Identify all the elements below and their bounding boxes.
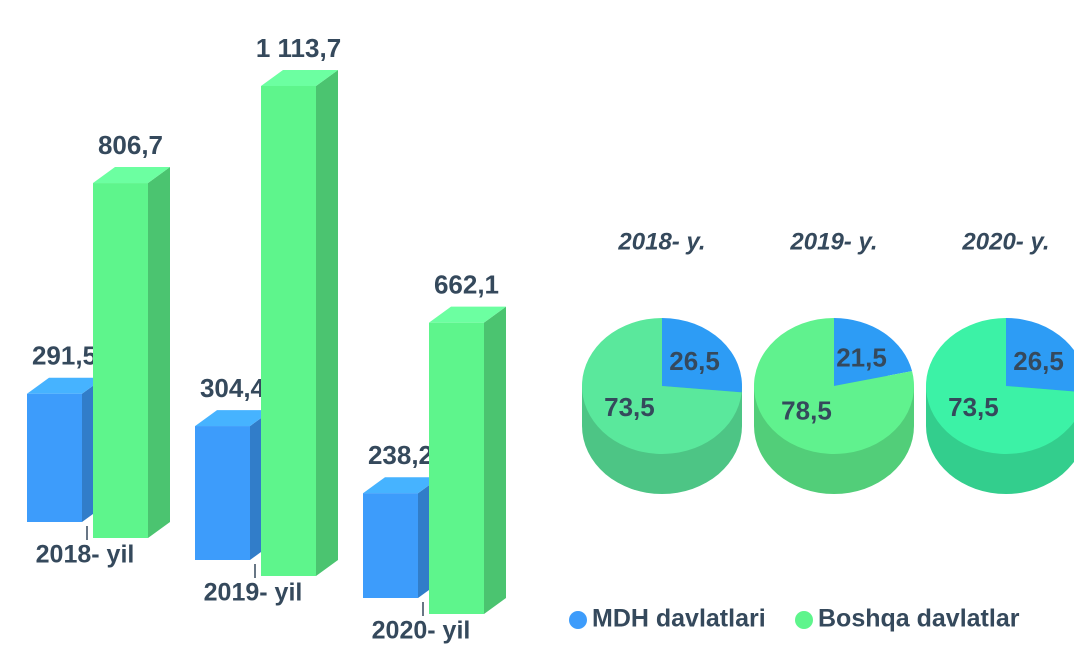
pie-value-label: 26,5 (669, 346, 720, 376)
x-tick-label: 2018- yil (36, 541, 135, 569)
pie-slice (662, 318, 742, 393)
pie-slice (925, 318, 1074, 454)
bar-side (484, 306, 506, 614)
pie-value-label: 73,5 (948, 392, 999, 422)
bar (93, 167, 170, 538)
bar (261, 69, 338, 577)
x-tick-label: 2020- yil (372, 617, 471, 645)
pie-title: 2018- y. (617, 228, 705, 255)
bar-front (27, 393, 82, 522)
pie-value-label: 26,5 (1013, 346, 1064, 376)
pie-value-label: 78,5 (781, 395, 832, 425)
legend-marker (569, 611, 587, 629)
bar-top (261, 69, 338, 86)
pie-title: 2019- y. (789, 228, 877, 255)
x-tick-label: 2019- yil (204, 579, 303, 607)
bar-top (27, 377, 104, 394)
bar (27, 377, 104, 522)
bar-top (363, 477, 440, 494)
pie-slice (1006, 318, 1074, 392)
value-label: 662,1 (434, 270, 499, 300)
bar-front (195, 426, 250, 560)
legend-label: MDH davlatlari (592, 605, 766, 633)
pie-value-label: 73,5 (604, 392, 655, 422)
pie-slice (834, 318, 913, 386)
bar-side (148, 167, 170, 538)
bar-front (363, 493, 418, 598)
legend-marker (795, 611, 813, 629)
bar-front (261, 85, 316, 577)
pie-slice (754, 318, 915, 454)
bar-top (429, 306, 506, 323)
bar-top (195, 410, 272, 427)
pie-value-label: 21,5 (836, 342, 887, 372)
bar-top (93, 167, 170, 184)
pie-slice (582, 318, 742, 455)
value-label: 1 113,7 (256, 33, 341, 63)
bar (363, 477, 440, 598)
value-label: 291,5 (32, 341, 97, 371)
bar (429, 306, 506, 614)
value-label: 304,4 (200, 373, 266, 403)
value-label: 238,2 (368, 440, 433, 470)
legend-label: Boshqa davlatlar (818, 605, 1020, 633)
bar-side (316, 69, 338, 577)
bar-front (429, 322, 484, 614)
pie-title: 2020- y. (961, 228, 1049, 255)
bar (195, 410, 272, 560)
bar-front (93, 183, 148, 538)
value-label: 806,7 (98, 130, 163, 160)
